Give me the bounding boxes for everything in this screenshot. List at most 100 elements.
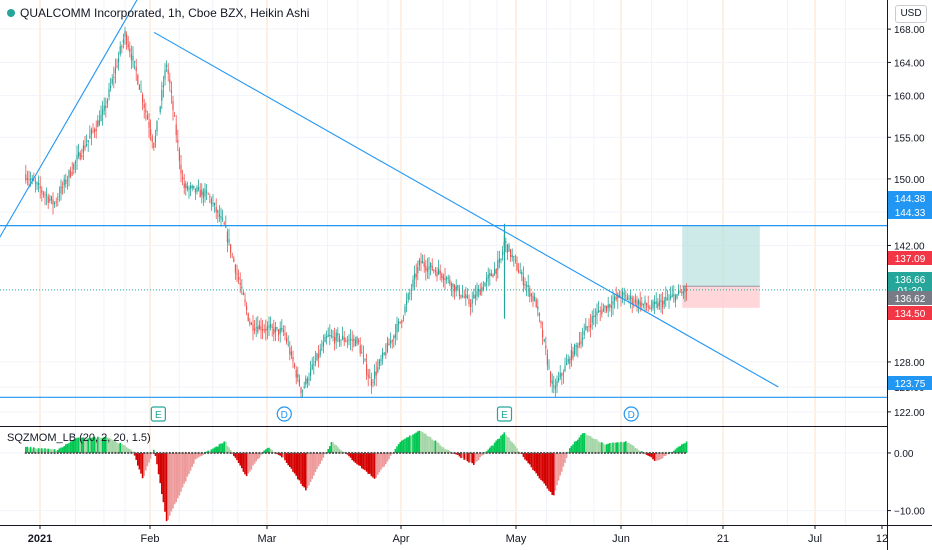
momentum-bar: [421, 432, 424, 453]
squeeze-dot: [44, 451, 47, 454]
candle-body: [650, 308, 653, 310]
momentum-bar: [484, 452, 486, 454]
momentum-bar: [340, 450, 342, 453]
momentum-bar: [583, 433, 586, 453]
squeeze-dot: [152, 451, 155, 454]
candle-body: [479, 289, 481, 296]
squeeze-dot: [434, 451, 437, 454]
candle-body: [182, 177, 184, 180]
squeeze-dot: [156, 451, 159, 454]
candle-body: [367, 374, 369, 378]
momentum-bar: [391, 452, 394, 454]
squeeze-dot: [207, 451, 210, 454]
candle-body: [94, 129, 96, 132]
candle-body: [142, 94, 144, 103]
candle-body: [414, 273, 416, 280]
momentum-bar: [524, 452, 526, 460]
candle-body: [532, 295, 534, 301]
candle-body: [34, 182, 37, 184]
momentum-bar: [649, 452, 651, 457]
candle-body: [510, 249, 512, 258]
momentum-bar: [465, 452, 467, 460]
candle-body: [572, 351, 574, 359]
momentum-bar: [495, 440, 498, 453]
squeeze-dot: [220, 451, 223, 454]
momentum-bar: [492, 445, 494, 453]
candle-body: [486, 278, 488, 283]
candle-body: [230, 244, 232, 253]
momentum-bar: [225, 441, 227, 453]
candle-body: [545, 345, 547, 349]
momentum-bar: [122, 444, 125, 453]
momentum-bar: [460, 452, 462, 459]
candle-body: [684, 287, 686, 293]
momentum-bar: [665, 452, 667, 456]
squeeze-dot: [428, 451, 431, 454]
candle-body: [95, 128, 97, 132]
candle-body: [193, 185, 195, 189]
squeeze-dot: [530, 451, 533, 454]
currency-button[interactable]: USD: [895, 5, 927, 23]
momentum-bar: [105, 436, 107, 453]
momentum-bar: [575, 441, 578, 453]
momentum-bar: [573, 441, 576, 453]
momentum-bar: [468, 452, 470, 463]
candle-body: [537, 306, 539, 310]
candle-body: [444, 278, 446, 281]
candle-body: [118, 57, 120, 63]
candle-body: [209, 196, 211, 198]
candle-body: [591, 315, 593, 324]
candle-body: [353, 338, 355, 341]
squeeze-dot: [168, 451, 171, 454]
candle-body: [266, 326, 269, 330]
momentum-tick-label: −10.00: [894, 507, 925, 518]
momentum-bar: [378, 452, 381, 473]
price-tick-label: 160.00: [894, 92, 925, 103]
candle-body: [615, 297, 617, 299]
squeeze-dot: [402, 451, 405, 454]
candle-body: [633, 302, 635, 304]
candle-body: [153, 143, 155, 148]
candle-body: [102, 110, 104, 115]
candle-body: [330, 335, 333, 337]
squeeze-dot: [232, 451, 235, 454]
candle-body: [671, 294, 673, 297]
momentum-bar: [193, 452, 195, 464]
squeeze-dot: [661, 451, 664, 454]
momentum-bar: [265, 449, 267, 453]
momentum-bar: [189, 452, 192, 471]
squeeze-dot: [581, 451, 584, 454]
momentum-bar: [250, 452, 253, 470]
squeeze-dot: [328, 451, 331, 454]
momentum-bar: [81, 437, 83, 453]
candle-body: [86, 144, 88, 146]
momentum-bar: [412, 434, 414, 453]
momentum-bar: [153, 449, 155, 453]
squeeze-dot: [309, 451, 312, 454]
candle-body: [358, 340, 360, 342]
momentum-bar: [554, 452, 557, 491]
candle-body: [487, 274, 489, 279]
momentum-bar: [562, 452, 565, 467]
momentum-bar: [95, 438, 98, 453]
squeeze-dot: [149, 451, 152, 454]
squeeze-dot: [200, 451, 203, 454]
momentum-bar: [82, 437, 85, 453]
candle-body: [145, 109, 147, 113]
momentum-bar: [474, 452, 477, 463]
momentum-bar: [415, 432, 418, 453]
momentum-bar: [535, 452, 538, 474]
squeeze-dot: [568, 451, 571, 454]
squeeze-dot: [658, 451, 661, 454]
candle-body: [25, 174, 27, 181]
momentum-bar: [295, 452, 298, 476]
momentum-bar: [241, 452, 243, 469]
candle-body: [484, 282, 486, 287]
squeeze-dot: [392, 451, 395, 454]
candle-body: [521, 271, 523, 275]
momentum-bar: [183, 452, 186, 484]
squeeze-dot: [66, 451, 69, 454]
momentum-bar: [565, 452, 568, 458]
candle-body: [298, 378, 301, 386]
